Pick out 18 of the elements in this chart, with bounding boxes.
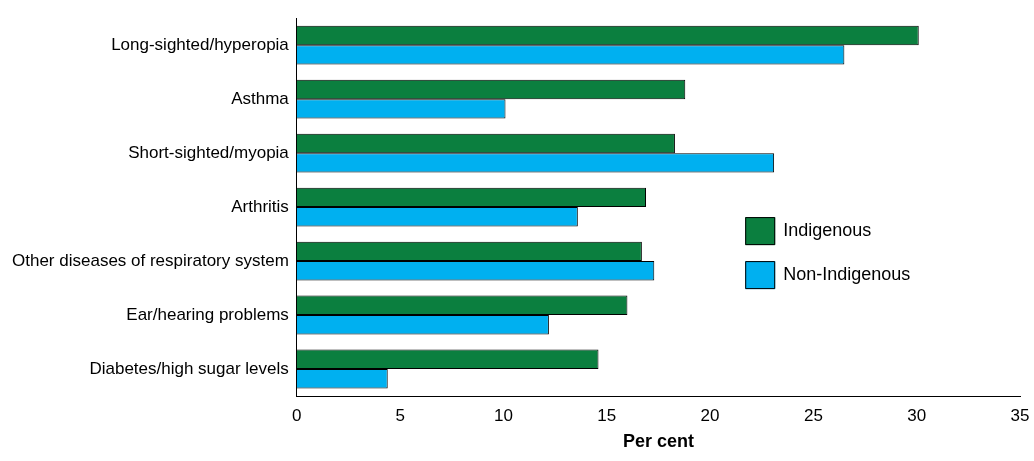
y-tick-label: Long-sighted/hyperopia [111, 34, 290, 54]
y-tick-label: Arthritis [231, 196, 289, 216]
legend-label: Indigenous [783, 220, 872, 241]
x-tick-label: 30 [907, 405, 927, 425]
y-tick-label: Diabetes/high sugar levels [89, 358, 289, 378]
y-tick-label: Ear/hearing problems [126, 304, 289, 324]
y-tick-label: Other diseases of respiratory system [11, 250, 289, 270]
x-tick-label: 20 [700, 405, 720, 425]
y-tick-label: Asthma [231, 88, 290, 108]
x-tick-label: 35 [1010, 405, 1030, 425]
x-tick-label: 25 [803, 405, 823, 425]
x-tick-label: 15 [597, 405, 617, 425]
x-tick-label: 5 [395, 405, 405, 425]
legend-label: Non-Indigenous [783, 264, 911, 285]
x-tick-label: 10 [493, 405, 513, 425]
x-axis-title: Per cent [622, 431, 694, 452]
y-tick-label: Short-sighted/myopia [128, 142, 290, 162]
x-tick-label: 0 [292, 405, 302, 425]
